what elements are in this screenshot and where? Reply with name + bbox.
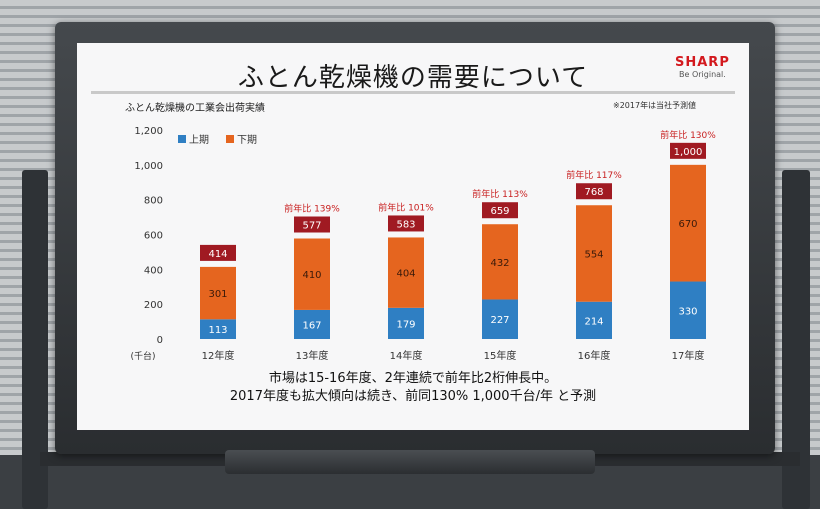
chart-title: ふとん乾燥機の工業会出荷実績 [125,103,265,114]
x-category-label: 16年度 [578,349,611,362]
bar-segment [294,309,330,339]
bar-value-label: 404 [396,269,415,280]
x-category-label: 14年度 [390,349,423,362]
brand-logo: SHARP [675,55,730,70]
y-unit-label: (千台) [130,350,155,362]
slide-screen: ふとん乾燥機の需要について SHARP Be Original. ふとん乾燥機の… [77,43,749,430]
bar-segment [670,164,706,282]
legend-label: 下期 [237,134,257,146]
total-label: 577 [302,221,321,232]
total-box [576,183,612,200]
forecast-note: ※2017年は当社予測値 [613,101,697,110]
total-label: 1,000 [674,147,703,158]
bar-value-label: 410 [302,270,321,281]
bar-value-label: 179 [396,319,415,330]
bar-segment [294,238,330,310]
bar-segment [670,281,706,339]
footer-line-2: 2017年度も拡大傾向は続き、前同130% 1,000千台/年 と予測 [229,389,597,404]
x-category-label: 13年度 [296,349,329,362]
bar-value-label: 113 [208,325,227,336]
total-label: 414 [208,249,227,260]
x-category-label: 12年度 [202,349,235,362]
bar-segment [388,307,424,339]
bar-value-label: 214 [584,316,603,327]
brand-tagline: Be Original. [679,70,726,79]
total-box [670,142,706,159]
monitor-base [225,450,595,474]
growth-label: 前年比 113% [472,188,528,200]
title-divider [91,91,735,94]
stacked-bar-chart: 0 200 400 600 800 1,000 1,200 (千台) 上期 下期 113 301 414… [130,126,716,362]
growth-label: 前年比 130% [660,129,716,141]
y-tick-label: 800 [144,196,163,207]
bar-segment [482,299,518,339]
x-category-label: 15年度 [484,349,517,362]
slide-title: ふとん乾燥機の需要について [237,63,589,93]
bar-segment [482,224,518,300]
y-tick-label: 1,200 [134,126,163,137]
bar-value-label: 301 [208,289,227,300]
bar-segment [576,301,612,339]
bar-value-label: 330 [678,306,697,317]
total-box [388,215,424,232]
y-tick-label: 400 [144,265,163,276]
total-box [200,244,236,261]
total-box [482,202,518,219]
bar-segment [200,319,236,339]
bar-value-label: 554 [584,249,603,260]
bar-segment [576,205,612,302]
y-tick-label: 600 [144,231,163,242]
total-label: 768 [584,187,603,198]
footer-line-1: 市場は15-16年度、2年連続で前年比2桁伸長中。 [268,371,558,386]
growth-label: 前年比 101% [378,201,434,213]
total-label: 583 [396,219,415,230]
growth-label: 前年比 117% [566,169,622,181]
total-box [294,216,330,233]
x-category-label: 17年度 [672,349,705,362]
total-label: 659 [490,206,509,217]
legend-swatch [226,135,234,143]
growth-label: 前年比 139% [284,203,340,215]
legend-swatch [178,135,186,143]
y-tick-label: 0 [157,335,163,346]
bar-value-label: 432 [490,258,509,269]
bar-value-label: 227 [490,315,509,326]
bar-value-label: 167 [302,320,321,331]
bar-value-label: 670 [678,219,697,230]
y-tick-label: 1,000 [134,161,163,172]
bar-segment [388,237,424,308]
y-tick-label: 200 [144,300,163,311]
legend-label: 上期 [189,134,209,146]
bar-segment [200,266,236,320]
